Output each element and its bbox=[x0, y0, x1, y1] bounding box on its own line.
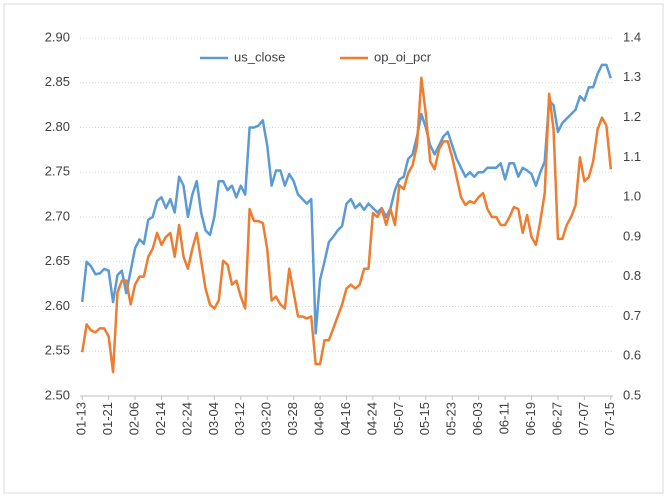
y-tick-label: 2.75 bbox=[45, 164, 70, 179]
x-tick-label: 06-27 bbox=[549, 402, 564, 435]
x-tick-label: 04-24 bbox=[364, 402, 379, 435]
y2-tick-label: 0.9 bbox=[623, 228, 641, 243]
x-tick-label: 05-23 bbox=[444, 402, 459, 435]
legend-label: op_oi_pcr bbox=[374, 49, 432, 64]
y2-tick-label: 1.1 bbox=[623, 149, 641, 164]
series-line bbox=[80, 76, 613, 374]
x-tick-label: 06-19 bbox=[523, 402, 538, 435]
y2-tick-label: 1.2 bbox=[623, 109, 641, 124]
y-tick-label: 2.90 bbox=[45, 29, 70, 44]
y-tick-label: 2.55 bbox=[45, 343, 70, 358]
y-tick-label: 2.50 bbox=[45, 387, 70, 402]
x-tick-label: 05-07 bbox=[391, 402, 406, 435]
y-tick-label: 2.60 bbox=[45, 298, 70, 313]
y2-tick-label: 0.6 bbox=[623, 348, 641, 363]
y2-tick-label: 1.3 bbox=[623, 69, 641, 84]
x-tick-label: 01-21 bbox=[100, 402, 115, 435]
x-tick-label: 01-13 bbox=[74, 402, 89, 435]
y-tick-label: 2.85 bbox=[45, 74, 70, 89]
x-tick-label: 05-15 bbox=[417, 402, 432, 435]
x-tick-label: 07-07 bbox=[576, 402, 591, 435]
chart-border bbox=[3, 3, 664, 494]
x-tick-label: 02-14 bbox=[153, 402, 168, 435]
x-tick-label: 04-16 bbox=[338, 402, 353, 435]
x-tick-label: 02-06 bbox=[126, 402, 141, 435]
y2-tick-label: 0.8 bbox=[623, 268, 641, 283]
y2-tick-label: 1.4 bbox=[623, 29, 641, 44]
y-tick-label: 2.70 bbox=[45, 208, 70, 223]
legend-label: us_close bbox=[234, 49, 285, 64]
series-line bbox=[80, 63, 612, 335]
x-tick-label: 06-11 bbox=[497, 402, 512, 434]
y2-tick-label: 0.7 bbox=[623, 308, 641, 323]
x-tick-label: 03-20 bbox=[259, 402, 274, 435]
y2-tick-label: 0.5 bbox=[623, 387, 641, 402]
x-tick-label: 07-15 bbox=[602, 402, 617, 435]
y-tick-label: 2.65 bbox=[45, 253, 70, 268]
x-tick-label: 03-12 bbox=[232, 402, 247, 435]
x-tick-label: 03-04 bbox=[206, 402, 221, 435]
x-tick-label: 06-03 bbox=[470, 402, 485, 435]
x-tick-label: 02-24 bbox=[179, 402, 194, 435]
x-tick-label: 04-08 bbox=[312, 402, 327, 435]
x-tick-label: 03-28 bbox=[285, 402, 300, 435]
y-tick-label: 2.80 bbox=[45, 119, 70, 134]
y2-tick-label: 1.0 bbox=[623, 189, 641, 204]
